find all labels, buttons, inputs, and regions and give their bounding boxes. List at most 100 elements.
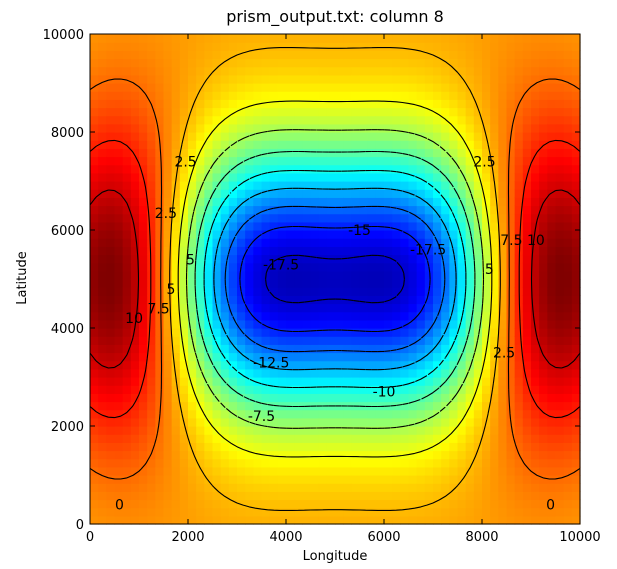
heatmap-cell [555,213,565,223]
heatmap-cell [343,442,352,452]
heatmap-cell [130,74,140,84]
heatmap-cell [277,499,287,509]
heatmap-cell [269,230,279,239]
heatmap-cell [196,295,205,305]
heatmap-cell [237,311,246,321]
heatmap-cell [465,409,475,419]
heatmap-cell [335,279,344,288]
heatmap-cell [563,230,573,239]
heatmap-cell [400,107,410,117]
heatmap-cell [359,483,369,492]
heatmap-cell [367,466,377,476]
heatmap-cell [286,303,295,313]
heatmap-cell [188,385,197,394]
heatmap-cell [326,107,336,117]
heatmap-cell [522,328,532,337]
heatmap-cell [506,328,516,337]
heatmap-cell [130,172,140,182]
heatmap-cell [482,270,491,280]
heatmap-cell [130,311,140,321]
heatmap-cell [506,270,516,280]
heatmap-cell [424,115,434,125]
heatmap-cell [155,230,165,239]
heatmap-cell [465,254,475,264]
heatmap-cell [441,83,450,92]
heatmap-cell [457,132,467,141]
heatmap-cell [228,295,238,305]
heatmap-cell [302,91,312,100]
heatmap-cell [277,156,287,166]
heatmap-cell [473,66,483,76]
heatmap-cell [286,279,295,288]
heatmap-cell [555,262,565,272]
heatmap-cell [498,442,508,452]
heatmap-cell [547,507,557,517]
heatmap-cell [98,417,107,427]
heatmap-cell [90,328,99,337]
y-tick-label: 4000 [51,322,84,337]
heatmap-cell [196,189,205,198]
heatmap-cell [563,377,573,386]
heatmap-cell [326,450,336,460]
heatmap-cell [171,507,181,517]
heatmap-cell [392,74,401,84]
heatmap-cell [441,164,450,174]
heatmap-cell [359,352,369,362]
heatmap-cell [302,132,312,141]
heatmap-cell [106,148,116,158]
heatmap-cell [465,368,475,378]
heatmap-cell [130,377,140,386]
heatmap-cell [539,189,548,198]
heatmap-cell [449,385,459,394]
heatmap-cell [90,401,99,411]
heatmap-cell [302,99,312,109]
heatmap-cell [245,221,254,231]
heatmap-cell [277,238,287,247]
heatmap-cell [286,417,295,427]
heatmap-cell [392,58,401,68]
heatmap-cell [253,34,263,43]
heatmap-cell [261,360,271,370]
heatmap-cell [196,483,205,492]
heatmap-cell [547,34,557,43]
heatmap-cell [318,328,328,337]
heatmap-cell [253,254,263,264]
heatmap-cell [465,230,475,239]
heatmap-cell [555,58,565,68]
heatmap-cell [188,34,197,43]
heatmap-cell [424,83,434,92]
heatmap-cell [490,426,499,435]
heatmap-cell [490,507,499,517]
heatmap-cell [351,91,361,100]
heatmap-cell [531,344,540,354]
heatmap-cell [449,238,459,247]
heatmap-cell [359,450,369,460]
heatmap-cell [179,336,189,345]
contour-label: -12.5 [253,355,289,371]
heatmap-cell [139,181,148,190]
heatmap-cell [555,360,565,370]
heatmap-cell [130,336,140,345]
heatmap-cell [522,466,532,476]
heatmap-cell [531,426,540,435]
heatmap-cell [457,279,467,288]
heatmap-cell [253,434,263,443]
heatmap-cell [318,442,328,452]
heatmap-cell [473,230,483,239]
heatmap-cell [310,83,320,92]
heatmap-cell [400,172,410,182]
heatmap-cell [465,279,475,288]
heatmap-cell [531,458,540,468]
heatmap-cell [408,262,418,272]
heatmap-cell [318,213,328,223]
heatmap-cell [163,319,173,329]
heatmap-cell [531,491,540,501]
heatmap-cell [171,140,181,149]
heatmap-cell [245,377,254,386]
heatmap-cell [171,401,181,411]
heatmap-cell [302,507,312,517]
heatmap-cell [539,499,548,509]
heatmap-cell [90,172,99,182]
heatmap-cell [335,491,344,501]
heatmap-cell [196,262,205,272]
